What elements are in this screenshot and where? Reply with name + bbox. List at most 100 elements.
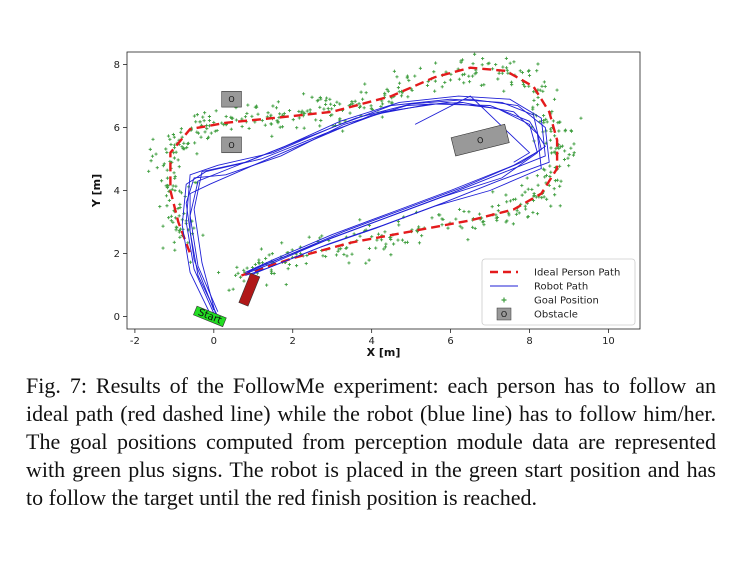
goal-point <box>170 160 174 164</box>
goal-point <box>383 230 387 234</box>
goal-point <box>192 114 197 118</box>
goal-point <box>441 217 445 222</box>
goal-point <box>506 71 510 75</box>
goal-point <box>290 248 294 252</box>
goal-point <box>171 220 175 224</box>
goal-point <box>549 151 554 155</box>
goal-point <box>182 141 186 145</box>
goal-point <box>541 118 546 123</box>
goal-point <box>161 164 165 168</box>
goal-point <box>544 117 548 121</box>
goal-point <box>185 146 189 150</box>
finish-position-rect <box>238 272 261 307</box>
goal-point <box>165 176 170 180</box>
goal-point <box>549 204 553 208</box>
goal-point <box>148 147 152 151</box>
goal-point <box>572 151 576 155</box>
goal-point <box>178 189 182 193</box>
goal-point <box>497 203 501 208</box>
goal-point <box>267 253 271 257</box>
goal-point <box>359 90 363 94</box>
y-tick-label: 8 <box>114 60 120 71</box>
goal-point <box>432 70 436 74</box>
goal-point <box>161 246 165 250</box>
goal-point <box>562 157 567 162</box>
goal-point <box>176 206 180 211</box>
goal-point <box>524 207 528 211</box>
goal-point <box>541 89 545 93</box>
goal-point <box>234 118 238 122</box>
goal-point <box>172 171 176 175</box>
goal-point <box>388 235 392 240</box>
goal-point <box>460 226 464 230</box>
goal-point <box>467 80 472 84</box>
goal-point <box>195 152 199 156</box>
goal-point <box>294 264 299 268</box>
goal-point <box>213 129 217 133</box>
goal-point <box>351 102 355 106</box>
goal-point <box>350 100 354 104</box>
goal-point <box>466 238 470 242</box>
goal-point <box>508 199 513 203</box>
goal-point <box>164 147 168 151</box>
goal-point <box>420 234 424 238</box>
goal-point <box>462 72 467 76</box>
goal-point <box>387 100 391 104</box>
goal-point <box>560 144 565 148</box>
goal-point <box>504 66 509 70</box>
goal-point <box>216 270 221 275</box>
goal-point <box>177 230 181 234</box>
robot-path-layer <box>181 95 550 317</box>
goal-point <box>535 174 539 178</box>
legend-frame <box>481 258 636 326</box>
goal-point <box>548 164 552 168</box>
goal-point <box>515 209 519 213</box>
goal-point <box>379 104 383 109</box>
goal-point <box>253 105 257 109</box>
goal-point <box>510 83 514 87</box>
goal-point <box>270 252 274 256</box>
goal-point <box>318 95 322 100</box>
goal-point <box>206 135 211 139</box>
goal-point <box>549 146 553 150</box>
goal-point <box>167 198 171 203</box>
goal-point <box>460 58 465 62</box>
goal-point <box>559 145 563 149</box>
goal-point <box>242 279 246 283</box>
goal-point <box>375 238 379 242</box>
goal-point <box>338 117 342 121</box>
goal-point <box>512 60 516 64</box>
x-tick-label: 4 <box>368 336 374 347</box>
goal-point <box>357 102 361 106</box>
goal-point <box>507 213 511 217</box>
obstacle: O <box>221 136 242 154</box>
robot-path-line <box>414 95 531 163</box>
goal-point <box>536 103 540 107</box>
goal-point <box>474 71 478 75</box>
goal-point <box>417 241 422 245</box>
goal-point <box>446 226 450 230</box>
goal-point <box>555 88 559 92</box>
goal-point <box>383 245 388 249</box>
goal-point <box>165 183 169 188</box>
goal-point <box>263 123 267 127</box>
goal-point <box>173 176 177 180</box>
goal-point <box>563 149 567 153</box>
goal-point <box>527 73 532 78</box>
goal-point <box>260 261 265 265</box>
goal-point <box>329 113 333 118</box>
goal-point <box>328 97 332 101</box>
goal-point <box>323 102 328 107</box>
goal-point <box>559 179 563 183</box>
goal-point <box>278 125 282 129</box>
goal-point <box>264 256 268 261</box>
goal-point <box>496 209 500 213</box>
y-tick-label: 2 <box>114 249 120 260</box>
goal-point <box>287 108 292 113</box>
goal-point <box>308 108 312 112</box>
goal-point <box>391 242 396 246</box>
goal-point <box>538 120 542 124</box>
goal-point <box>167 216 171 220</box>
goal-point <box>433 89 437 93</box>
goal-point <box>207 114 212 119</box>
